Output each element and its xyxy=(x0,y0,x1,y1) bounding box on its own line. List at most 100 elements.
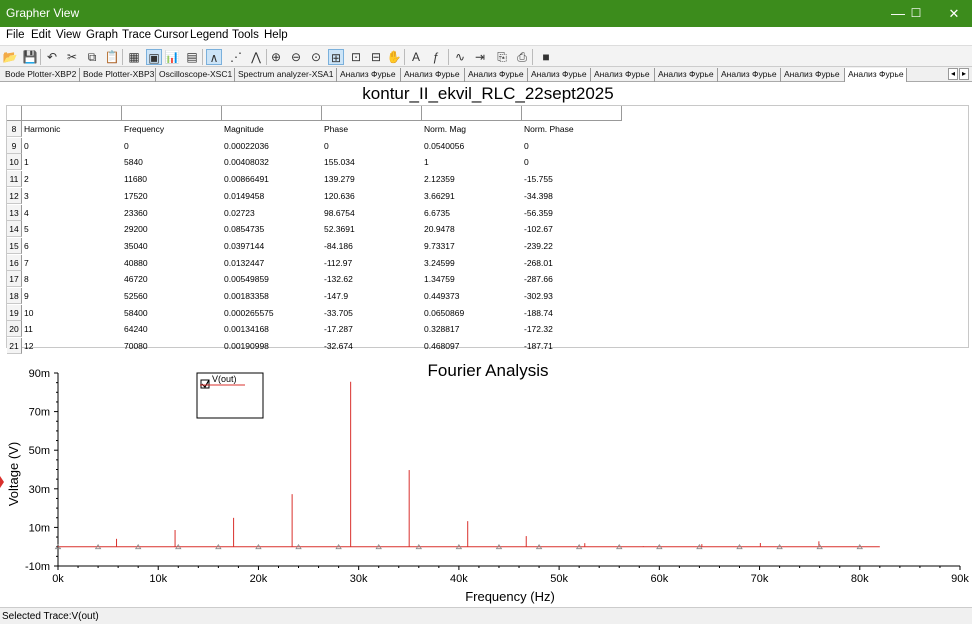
legend-checkbox[interactable] xyxy=(200,379,210,389)
grid-cell: 20.9478 xyxy=(424,224,455,234)
grid-column-header[interactable] xyxy=(422,106,522,121)
row-number: 15 xyxy=(7,238,22,254)
chart-icon[interactable]: 📊 xyxy=(164,50,180,64)
grid-corner xyxy=(7,106,22,121)
grid-cell: 40880 xyxy=(124,258,148,268)
column-header-2: Frequency xyxy=(124,124,165,134)
menu-edit[interactable]: Edit xyxy=(31,29,51,41)
row-number: 19 xyxy=(7,305,22,321)
zoom-in-icon[interactable]: ⊕ xyxy=(270,50,282,64)
menu-cursor[interactable]: Cursor xyxy=(154,29,189,41)
maximize-icon[interactable]: ☐ xyxy=(910,6,922,20)
tab-scroll-left-icon[interactable]: ◂ xyxy=(948,68,958,80)
tab-12[interactable]: Анализ Фурье xyxy=(781,68,845,82)
legend[interactable]: V(out) xyxy=(196,372,264,419)
cut-icon[interactable]: ✂ xyxy=(66,50,78,64)
grid-cell: 5840 xyxy=(124,157,143,167)
grid-cell: 0 xyxy=(524,141,529,151)
text-icon[interactable]: A xyxy=(411,50,420,64)
column-header-1: Harmonic xyxy=(24,124,61,134)
cursor-2-icon[interactable]: ⋀ xyxy=(251,50,261,64)
zoom-area-icon[interactable]: ⊞ xyxy=(328,49,344,65)
stop-icon[interactable]: ■ xyxy=(542,50,550,64)
grid-cell: 58400 xyxy=(124,308,148,318)
undo-icon[interactable]: ↶ xyxy=(46,50,58,64)
x-tick-label: 50k xyxy=(550,573,568,585)
grid-column-header[interactable] xyxy=(22,106,122,121)
grid-cell: 7 xyxy=(24,258,29,268)
x-axis-label: Frequency (Hz) xyxy=(465,589,555,604)
minimize-icon[interactable]: — xyxy=(891,5,905,21)
grid-cell: 0.0650869 xyxy=(424,308,465,318)
print-icon[interactable]: ▤ xyxy=(186,50,198,64)
tab-strip: Bode Plotter-XBP2 Bode Plotter-XBP3 Oscill… xyxy=(0,67,972,82)
data-marker xyxy=(175,543,182,550)
open-icon[interactable]: 📂 xyxy=(2,50,18,64)
grid-cell: -17.287 xyxy=(324,324,353,334)
menu-legend[interactable]: Legend xyxy=(190,29,229,41)
zoom-out-icon[interactable]: ⊖ xyxy=(290,50,302,64)
tab-13[interactable]: Анализ Фурье xyxy=(845,68,907,82)
grid-cell: 0.00134168 xyxy=(224,324,269,334)
grid-column-header[interactable] xyxy=(522,106,622,121)
formula-icon[interactable]: ƒ xyxy=(432,50,440,64)
menu-tools[interactable]: Tools xyxy=(232,29,259,41)
data-marker xyxy=(696,543,703,550)
menu-trace[interactable]: Trace xyxy=(122,29,151,41)
trace-icon[interactable]: ∧ xyxy=(206,49,222,65)
export-3-icon[interactable]: ⎙ xyxy=(517,50,527,64)
tab-5[interactable]: Анализ Фурье xyxy=(337,68,401,82)
row-number: 17 xyxy=(7,271,22,287)
grid-column-header[interactable] xyxy=(222,106,322,121)
tab-6[interactable]: Анализ Фурье xyxy=(401,68,465,82)
pan-hand-icon[interactable]: ✋ xyxy=(386,50,402,64)
zoom-x-icon[interactable]: ⊡ xyxy=(350,50,362,64)
menu-bar: File Edit View Graph Trace Cursor Legend Tools H… xyxy=(0,27,972,45)
tab-scroll-right-icon[interactable]: ▸ xyxy=(959,68,969,80)
data-marker xyxy=(255,543,262,550)
grid-cell: -239.22 xyxy=(524,241,553,251)
data-marker xyxy=(54,543,62,550)
fourier-chart: Fourier Analysis 0k 10k 20k 30k 40k 50k 60k 70k 8… xyxy=(0,361,969,604)
results-grid xyxy=(6,105,969,348)
close-icon[interactable]: ✕ xyxy=(948,6,960,21)
grid-column-header[interactable] xyxy=(122,106,222,121)
grid-cell: 98.6754 xyxy=(324,208,355,218)
tab-1[interactable]: Bode Plotter-XBP2 xyxy=(2,68,80,82)
grid-cell: 0 xyxy=(324,141,329,151)
grid-cell: 46720 xyxy=(124,274,148,284)
tab-4[interactable]: Spectrum analyzer-XSA1 xyxy=(235,68,337,82)
tab-7[interactable]: Анализ Фурье xyxy=(465,68,528,82)
grid-cell: 11680 xyxy=(124,174,148,184)
tab-3[interactable]: Oscilloscope-XSC1 xyxy=(156,68,235,82)
grid-column-header[interactable] xyxy=(322,106,422,121)
tab-10[interactable]: Анализ Фурье xyxy=(655,68,718,82)
grid-cell: -32.674 xyxy=(324,341,353,351)
save-icon[interactable]: 💾 xyxy=(22,50,38,64)
wave-icon[interactable]: ∿ xyxy=(454,50,466,64)
grid-cell: 139.279 xyxy=(324,174,355,184)
tab-9[interactable]: Анализ Фурье xyxy=(591,68,655,82)
grid-icon[interactable]: ▦ xyxy=(128,50,140,64)
export-2-icon[interactable]: ⎘ xyxy=(497,50,507,64)
cursor-1-icon[interactable]: ⋰ xyxy=(230,50,242,64)
menu-file[interactable]: File xyxy=(6,29,25,41)
grid-cell: -187.71 xyxy=(524,341,553,351)
data-marker xyxy=(616,543,623,550)
x-tick-label: 90k xyxy=(951,573,969,585)
grid-cell: 1 xyxy=(24,157,29,167)
tab-11[interactable]: Анализ Фурье xyxy=(718,68,781,82)
paste-icon[interactable]: 📋 xyxy=(104,50,120,64)
grid-cell: 0.0540056 xyxy=(424,141,465,151)
copy-icon[interactable]: ⧉ xyxy=(87,50,97,64)
menu-help[interactable]: Help xyxy=(264,29,288,41)
menu-view[interactable]: View xyxy=(56,29,81,41)
zoom-fit-icon[interactable]: ⊙ xyxy=(310,50,322,64)
menu-graph[interactable]: Graph xyxy=(86,29,118,41)
view-icon[interactable]: ▣ xyxy=(146,49,162,65)
y-tick-label: 30m xyxy=(29,484,50,496)
zoom-y-icon[interactable]: ⊟ xyxy=(370,50,382,64)
tab-8[interactable]: Анализ Фурье xyxy=(528,68,591,82)
tab-2[interactable]: Bode Plotter-XBP3 xyxy=(80,68,156,82)
export-icon[interactable]: ⇥ xyxy=(474,50,486,64)
